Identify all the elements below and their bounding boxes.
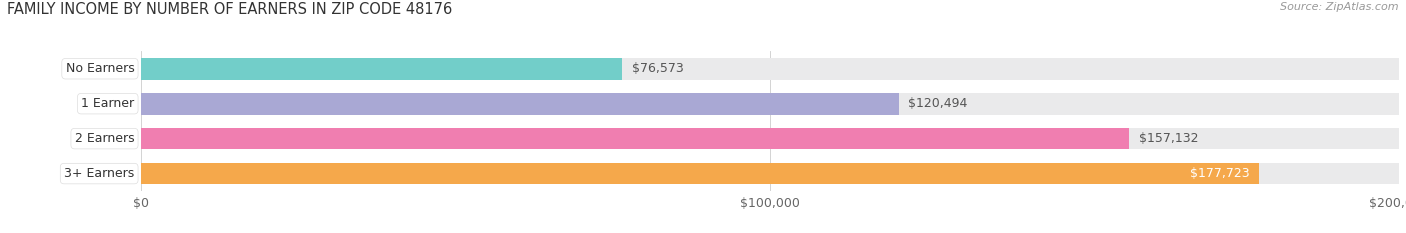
Bar	[141, 163, 1258, 185]
Text: $157,132: $157,132	[1139, 132, 1198, 145]
Bar	[141, 163, 1399, 185]
Text: $76,573: $76,573	[631, 62, 683, 75]
Bar	[141, 128, 1399, 150]
Text: 1 Earner: 1 Earner	[82, 97, 135, 110]
Text: 3+ Earners: 3+ Earners	[65, 167, 135, 180]
Text: Source: ZipAtlas.com: Source: ZipAtlas.com	[1281, 2, 1399, 12]
Text: FAMILY INCOME BY NUMBER OF EARNERS IN ZIP CODE 48176: FAMILY INCOME BY NUMBER OF EARNERS IN ZI…	[7, 2, 453, 17]
Bar	[141, 93, 898, 115]
Text: $120,494: $120,494	[908, 97, 967, 110]
Text: 2 Earners: 2 Earners	[75, 132, 135, 145]
Bar	[141, 128, 1129, 150]
Bar	[141, 58, 1399, 80]
Text: No Earners: No Earners	[66, 62, 135, 75]
Text: $177,723: $177,723	[1189, 167, 1250, 180]
Bar	[141, 93, 1399, 115]
Bar	[141, 58, 623, 80]
